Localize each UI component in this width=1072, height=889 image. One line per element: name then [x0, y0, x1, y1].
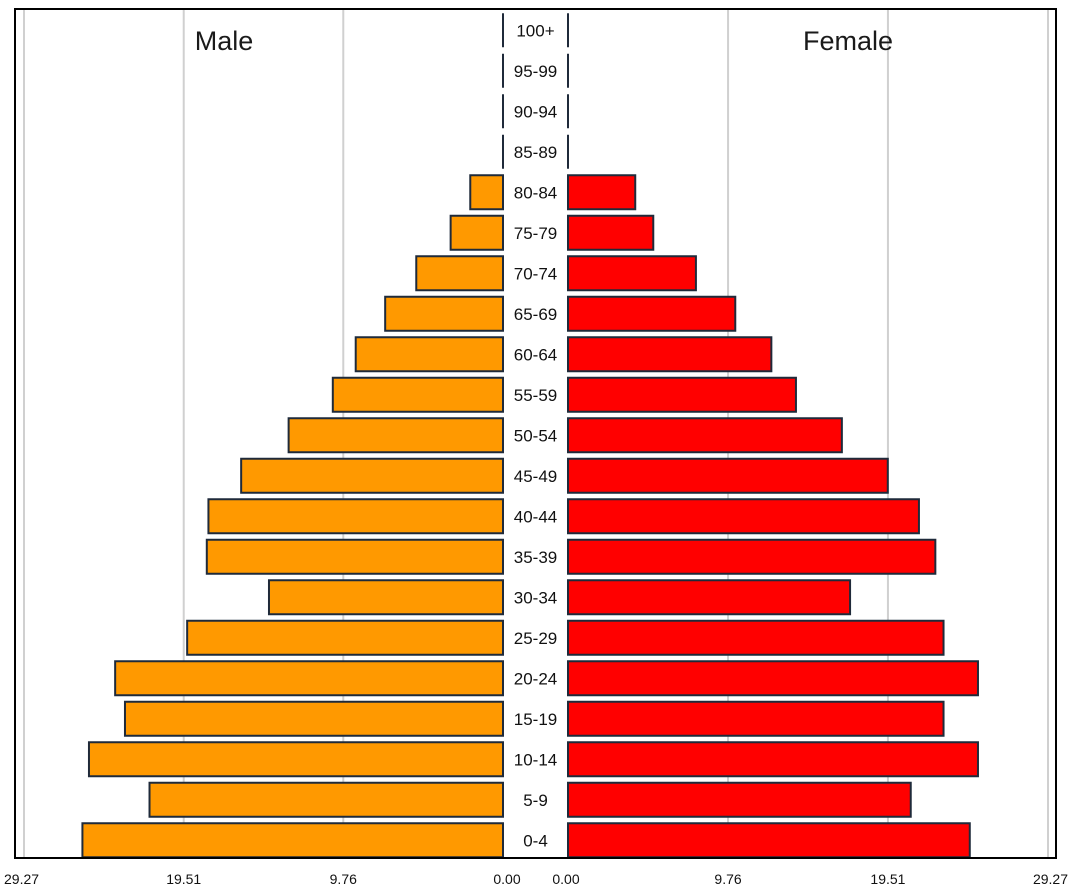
- age-label-40-44: 40-44: [514, 507, 557, 526]
- bar-male-35-39: [205, 538, 505, 575]
- bar-female-55-59: [567, 376, 797, 413]
- bar-female-30-34: [567, 579, 852, 616]
- age-label-75-79: 75-79: [514, 224, 557, 243]
- bar-female-25-29: [567, 619, 945, 656]
- bar-female-45-49: [567, 457, 889, 494]
- bar-female-20-24: [567, 660, 979, 697]
- bar-male-25-29: [186, 619, 504, 656]
- bar-male-45-49: [240, 457, 505, 494]
- bar-female-75-79: [567, 214, 655, 251]
- bar-female-40-44: [567, 498, 920, 535]
- age-label-20-24: 20-24: [514, 669, 557, 688]
- age-label-5-9: 5-9: [523, 791, 548, 810]
- age-labels: 100+ 95-99 90-94 85-89 80-84 75-79 70-74 65-69 6…: [514, 21, 557, 850]
- bar-male-15-19: [123, 700, 504, 737]
- x-tick-male-0: 29.27: [4, 871, 39, 887]
- bar-male-70-74: [415, 255, 504, 292]
- age-label-15-19: 15-19: [514, 710, 557, 729]
- bar-female-10-14: [567, 741, 979, 778]
- x-tick-male-3: 0.00: [493, 871, 520, 887]
- age-label-30-34: 30-34: [514, 588, 557, 607]
- x-tick-male-2: 9.76: [330, 871, 357, 887]
- bar-female-80-84: [567, 174, 637, 211]
- age-label-90-94: 90-94: [514, 102, 557, 121]
- age-label-25-29: 25-29: [514, 629, 557, 648]
- age-label-10-14: 10-14: [514, 750, 557, 769]
- bar-male-60-64: [354, 336, 504, 373]
- age-label-95-99: 95-99: [514, 62, 557, 81]
- bar-female-5-9: [567, 781, 912, 818]
- bar-male-80-84: [469, 174, 504, 211]
- bar-female-35-39: [567, 538, 937, 575]
- x-tick-female-1: 9.76: [714, 871, 741, 887]
- bars: [81, 13, 979, 859]
- age-label-70-74: 70-74: [514, 264, 557, 283]
- age-label-65-69: 65-69: [514, 305, 557, 324]
- age-label-0-4: 0-4: [523, 831, 548, 850]
- bar-female-0-4: [567, 822, 971, 859]
- bar-female-65-69: [567, 295, 737, 332]
- age-label-60-64: 60-64: [514, 345, 557, 364]
- bar-female-60-64: [567, 336, 773, 373]
- bar-male-20-24: [114, 660, 504, 697]
- age-label-85-89: 85-89: [514, 143, 557, 162]
- x-tick-female-2: 19.51: [870, 871, 905, 887]
- plot-frame: [14, 8, 1057, 859]
- bar-male-40-44: [207, 498, 504, 535]
- x-tick-female-0: 0.00: [552, 871, 579, 887]
- bar-female-70-74: [567, 255, 697, 292]
- x-tick-male-1: 19.51: [166, 871, 201, 887]
- age-label-50-54: 50-54: [514, 426, 557, 445]
- bar-male-0-4: [81, 822, 505, 859]
- bar-male-10-14: [87, 741, 504, 778]
- male-panel-title: Male: [195, 26, 254, 56]
- age-label-45-49: 45-49: [514, 467, 557, 486]
- bar-female-50-54: [567, 417, 843, 454]
- bar-male-65-69: [384, 295, 505, 332]
- age-label-80-84: 80-84: [514, 183, 557, 202]
- bar-male-50-54: [287, 417, 504, 454]
- age-label-35-39: 35-39: [514, 548, 557, 567]
- female-panel-title: Female: [803, 26, 893, 56]
- age-label-55-59: 55-59: [514, 386, 557, 405]
- bar-female-15-19: [567, 700, 945, 737]
- bar-male-30-34: [267, 579, 504, 616]
- x-axis-tick-labels: 29.27 19.51 9.76 0.00 0.00 9.76 19.51 29.27: [4, 871, 1068, 887]
- bar-male-75-79: [449, 214, 504, 251]
- x-tick-female-3: 29.27: [1033, 871, 1068, 887]
- bar-male-5-9: [148, 781, 504, 818]
- bar-male-55-59: [331, 376, 504, 413]
- age-label-100+: 100+: [516, 21, 554, 40]
